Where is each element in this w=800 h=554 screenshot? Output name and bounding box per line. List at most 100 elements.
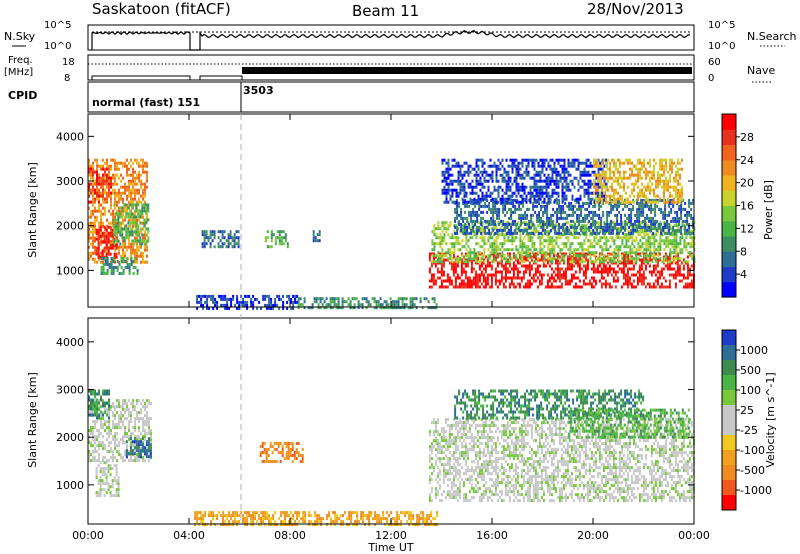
heatmap-cell [126, 245, 128, 249]
heatmap-cell [674, 261, 677, 265]
heatmap-cell [529, 224, 532, 228]
heatmap-cell [618, 204, 621, 208]
heatmap-cell [589, 239, 592, 243]
heatmap-cell [573, 260, 576, 264]
heatmap-cell [521, 200, 524, 204]
heatmap-cell [568, 282, 571, 286]
heatmap-cell [555, 173, 558, 177]
heatmap-cell [119, 206, 122, 210]
heatmap-cell [146, 161, 148, 165]
heatmap-cell [574, 198, 577, 202]
heatmap-cell [494, 270, 497, 274]
heatmap-cell [606, 222, 609, 226]
heatmap-cell [629, 167, 631, 171]
heatmap-cell [484, 282, 487, 286]
heatmap-cell [587, 248, 590, 252]
heatmap-cell [622, 255, 625, 259]
heatmap-cell [575, 200, 578, 204]
heatmap-cell [437, 227, 440, 231]
heatmap-cell [506, 270, 509, 274]
heatmap-cell [547, 182, 550, 186]
heatmap-cell [533, 182, 536, 186]
heatmap-cell [106, 269, 109, 272]
heatmap-cell [688, 204, 691, 208]
heatmap-cell [118, 188, 120, 192]
heatmap-cell [520, 207, 523, 211]
heatmap-cell [96, 209, 98, 213]
heatmap-cell [556, 270, 559, 274]
heatmap-cell [459, 173, 462, 177]
heatmap-cell [603, 197, 606, 201]
heatmap-cell [686, 255, 689, 259]
heatmap-cell [631, 188, 633, 192]
heatmap-cell [621, 242, 624, 246]
heatmap-cell [522, 285, 525, 289]
heatmap-cell [534, 252, 537, 256]
heatmap-cell [100, 239, 102, 243]
heatmap-cell [527, 251, 530, 255]
heatmap-cell [658, 207, 661, 211]
heatmap-cell [526, 231, 529, 235]
heatmap-cell [657, 242, 660, 246]
heatmap-cell [125, 224, 128, 228]
heatmap-cell [533, 260, 536, 264]
heatmap-cell [535, 173, 538, 177]
heatmap-cell [106, 179, 108, 183]
heatmap-cell [545, 158, 548, 162]
heatmap-cell [594, 204, 597, 208]
heatmap-cell [648, 204, 651, 208]
heatmap-cell [102, 164, 104, 168]
heatmap-cell [534, 204, 537, 208]
heatmap-cell [691, 254, 694, 258]
heatmap-cell [485, 194, 488, 198]
heatmap-cell [100, 272, 103, 275]
heatmap-cell [543, 251, 546, 255]
heatmap-cell [125, 233, 128, 237]
heatmap-cell [639, 158, 641, 162]
heatmap-cell [268, 245, 271, 249]
heatmap-cell [672, 255, 675, 259]
heatmap-cell [555, 158, 558, 162]
heatmap-cell [114, 245, 116, 249]
heatmap-cell [233, 245, 236, 249]
heatmap-cell [487, 164, 490, 168]
heatmap-cell [675, 242, 678, 246]
heatmap-cell [102, 206, 104, 210]
heatmap-cell [217, 242, 220, 246]
heatmap-cell [435, 303, 438, 307]
heatmap-cell [461, 224, 464, 228]
heatmap-cell [409, 300, 412, 304]
heatmap-cell [584, 213, 587, 217]
heatmap-cell [631, 251, 634, 255]
heatmap-cell [476, 273, 479, 277]
heatmap-cell [100, 176, 102, 180]
heatmap-cell [107, 252, 110, 256]
heatmap-cell [534, 270, 537, 274]
heatmap-cell [574, 231, 577, 235]
heatmap-cell [612, 231, 615, 235]
heatmap-cell [122, 239, 124, 243]
heatmap-cell [670, 207, 673, 211]
heatmap-cell [486, 204, 489, 208]
heatmap-cell [653, 248, 656, 252]
heatmap-cell [231, 239, 234, 243]
heatmap-cell [668, 204, 671, 208]
heatmap-cell [610, 204, 613, 208]
heatmap-cell [428, 258, 431, 262]
heatmap-cell [92, 242, 94, 246]
heatmap-cell [473, 191, 476, 195]
heatmap-cell [124, 215, 126, 219]
heatmap-cell [132, 197, 134, 201]
heatmap-cell [361, 303, 364, 307]
heatmap-cell [207, 236, 210, 240]
heatmap-cell [476, 276, 479, 280]
heatmap-cell [493, 245, 496, 249]
heatmap-cell [518, 285, 521, 289]
heatmap-cell [479, 227, 482, 231]
heatmap-cell [135, 215, 138, 219]
heatmap-cell [552, 225, 555, 229]
heatmap-cell [296, 300, 299, 304]
heatmap-cell [651, 242, 654, 246]
heatmap-cell [667, 239, 670, 243]
heatmap-cell [512, 219, 515, 223]
